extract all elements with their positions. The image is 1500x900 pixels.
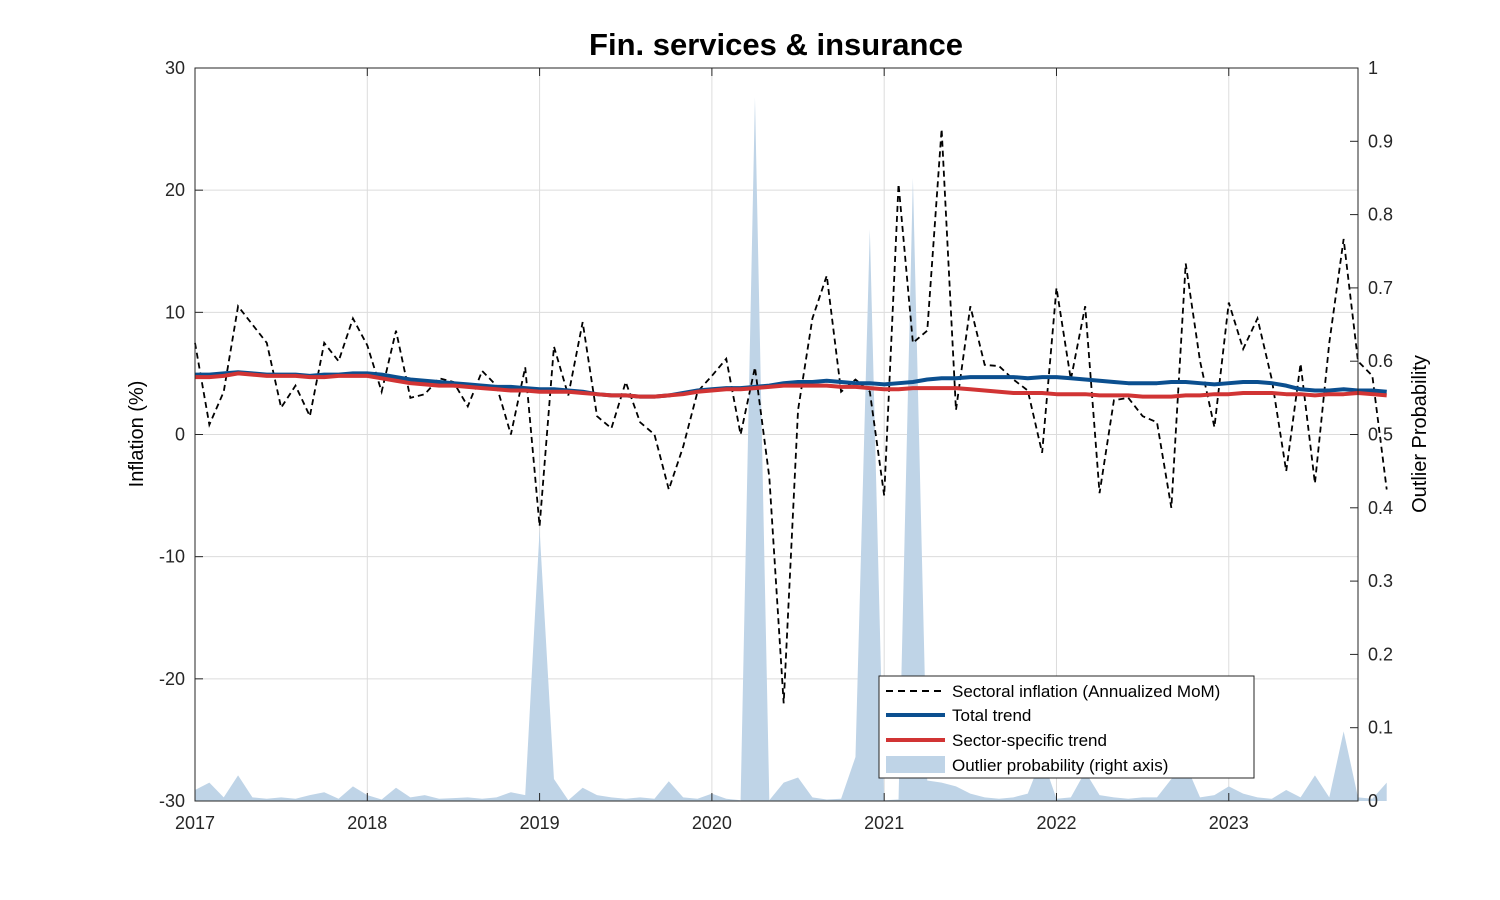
- legend-label-outlier: Outlier probability (right axis): [952, 756, 1168, 775]
- y-tick-label-right: 0.6: [1368, 351, 1393, 371]
- legend-label-total: Total trend: [952, 706, 1031, 725]
- x-tick-label: 2017: [175, 813, 215, 833]
- y-tick-label-right: 0.1: [1368, 718, 1393, 738]
- y-tick-label-right: 0.9: [1368, 131, 1393, 151]
- grid: [195, 68, 1358, 801]
- x-tick-label: 2021: [864, 813, 904, 833]
- y-tick-label-left: -10: [159, 547, 185, 567]
- line-layer: [194, 129, 1388, 704]
- chart-title: Fin. services & insurance: [589, 27, 963, 62]
- y-tick-label-right: 0: [1368, 791, 1378, 811]
- y-tick-label-left: 10: [165, 302, 185, 322]
- y-tick-label-left: -20: [159, 669, 185, 689]
- sectoral-inflation-line: [194, 129, 1388, 704]
- legend-swatch-outlier: [886, 756, 945, 773]
- y-axis-label-right: Outlier Probability: [1409, 355, 1431, 513]
- sector-specific-trend-line: [195, 371, 1387, 399]
- legend-label-sectoral: Sectoral inflation (Annualized MoM): [952, 682, 1220, 701]
- legend-label-sector: Sector-specific trend: [952, 731, 1107, 750]
- x-tick-label: 2020: [692, 813, 732, 833]
- y-axis-label-left: Inflation (%): [126, 381, 148, 488]
- y-tick-label-right: 0.8: [1368, 205, 1393, 225]
- tick-layer: 2017 2018 2019 2020 2021 2022 20233020100-10-2…: [159, 58, 1393, 833]
- legend: Sectoral inflation (Annualized MoM) Tota…: [878, 675, 1255, 779]
- x-tick-label: 2018: [347, 813, 387, 833]
- y-tick-label-right: 0.7: [1368, 278, 1393, 298]
- y-tick-label-right: 1: [1368, 58, 1378, 78]
- y-tick-label-left: 0: [175, 425, 185, 445]
- x-tick-label: 2022: [1036, 813, 1076, 833]
- y-tick-label-left: 30: [165, 58, 185, 78]
- y-tick-label-left: -30: [159, 791, 185, 811]
- y-tick-label-right: 0.2: [1368, 644, 1393, 664]
- y-tick-label-right: 0.4: [1368, 498, 1393, 518]
- x-tick-label: 2019: [520, 813, 560, 833]
- x-tick-label: 2023: [1209, 813, 1249, 833]
- y-tick-label-right: 0.5: [1368, 425, 1393, 445]
- y-tick-label-left: 20: [165, 180, 185, 200]
- total-trend-line: [195, 370, 1387, 399]
- y-tick-label-right: 0.3: [1368, 571, 1393, 591]
